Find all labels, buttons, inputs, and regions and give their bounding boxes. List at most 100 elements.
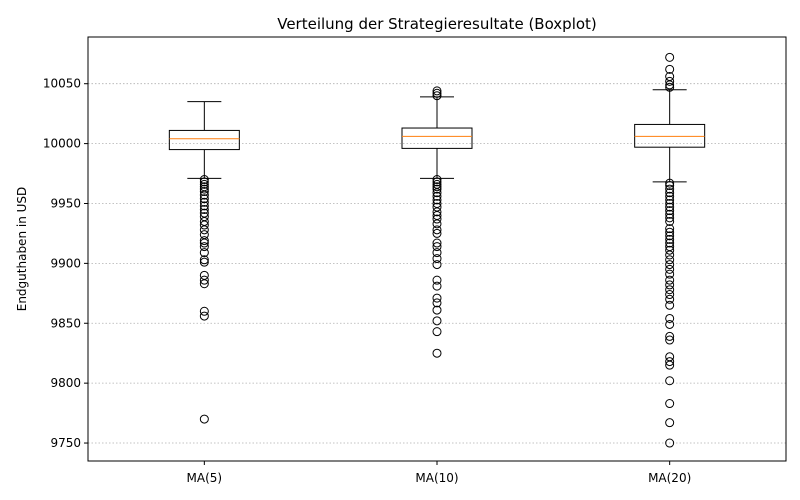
x-tick-label: MA(20) — [648, 471, 691, 485]
y-tick-label: 9850 — [50, 316, 81, 330]
outlier-point — [432, 191, 442, 201]
outlier-point — [432, 298, 442, 308]
outlier-point — [665, 255, 675, 265]
outlier-point — [665, 82, 675, 92]
outlier-point — [665, 275, 675, 285]
outlier-point — [199, 311, 209, 321]
outlier-point — [432, 225, 442, 235]
outlier-point — [665, 178, 675, 188]
outlier-point — [432, 327, 442, 337]
outlier-point — [665, 319, 675, 329]
outlier-point — [199, 175, 209, 185]
outlier-point — [432, 214, 442, 224]
outlier-point — [432, 254, 442, 264]
outlier-point — [199, 194, 209, 204]
outlier-point — [665, 285, 675, 295]
outlier-point — [199, 225, 209, 235]
outlier-point — [199, 179, 209, 189]
outlier-point — [665, 238, 675, 248]
outlier-point — [432, 202, 442, 212]
y-tick-label: 9950 — [50, 196, 81, 210]
outlier-point — [432, 275, 442, 285]
axis-layer: 9750 9800 9850 9900 9950 10000 10050 MA(5) MA(10… — [43, 77, 691, 485]
outlier-point — [199, 414, 209, 424]
outlier-point — [432, 305, 442, 315]
outlier-point — [199, 270, 209, 280]
outlier-point — [665, 331, 675, 341]
outlier-point — [665, 224, 675, 234]
outlier-point — [199, 201, 209, 211]
outlier-point — [665, 300, 675, 310]
outlier-point — [199, 242, 209, 252]
y-tick-label: 10000 — [43, 137, 81, 151]
outlier-point — [665, 269, 675, 279]
outlier-point — [665, 198, 675, 208]
outlier-point — [665, 376, 675, 386]
y-axis-label: Endguthaben in USD — [15, 187, 29, 312]
outlier-point — [199, 257, 209, 267]
outlier-point — [665, 227, 675, 237]
outlier-point — [199, 204, 209, 214]
outlier-point — [432, 281, 442, 291]
outlier-point — [432, 184, 442, 194]
box-group — [168, 101, 240, 424]
outlier-point — [665, 335, 675, 345]
outlier-point — [665, 399, 675, 409]
outlier-point — [665, 231, 675, 241]
outlier-point — [665, 250, 675, 260]
outlier-point — [665, 294, 675, 304]
outlier-point — [665, 234, 675, 244]
outlier-point — [432, 91, 442, 101]
outlier-point — [432, 316, 442, 326]
outlier-point — [432, 242, 442, 252]
outlier-point — [432, 179, 442, 189]
y-tick-label: 10050 — [43, 77, 81, 91]
outlier-point — [665, 313, 675, 323]
x-tick-label: MA(5) — [187, 471, 223, 485]
outlier-point — [665, 209, 675, 219]
outlier-point — [665, 184, 675, 194]
outlier-point — [432, 177, 442, 187]
outlier-point — [665, 290, 675, 300]
outlier-point — [199, 212, 209, 222]
outlier-point — [199, 230, 209, 240]
outlier-point — [199, 248, 209, 258]
outlier-point — [665, 260, 675, 270]
outlier-point — [665, 195, 675, 205]
outlier-point — [665, 188, 675, 198]
outlier-point — [665, 213, 675, 223]
outlier-point — [199, 306, 209, 316]
outlier-point — [199, 236, 209, 246]
outlier-point — [432, 182, 442, 192]
box-group — [634, 52, 706, 448]
outlier-point — [432, 86, 442, 96]
outlier-point — [432, 260, 442, 270]
outlier-point — [665, 418, 675, 428]
y-tick-label: 9800 — [50, 376, 81, 390]
outlier-point — [432, 175, 442, 185]
outlier-point — [665, 181, 675, 191]
outlier-point — [665, 206, 675, 216]
grid-layer — [88, 83, 786, 444]
outlier-point — [432, 219, 442, 229]
chart-title: Verteilung der Strategieresultate (Boxpl… — [277, 15, 597, 33]
outlier-point — [665, 242, 675, 252]
outlier-point — [665, 64, 675, 74]
outlier-point — [199, 187, 209, 197]
outlier-point — [199, 177, 209, 187]
outlier-point — [199, 275, 209, 285]
outlier-point — [665, 264, 675, 274]
outlier-point — [432, 248, 442, 258]
outlier-point — [199, 255, 209, 265]
outlier-point — [432, 238, 442, 248]
outlier-point — [199, 197, 209, 207]
box-layer — [168, 52, 706, 448]
outlier-point — [432, 198, 442, 208]
box-group — [401, 86, 473, 358]
outlier-point — [665, 76, 675, 86]
outlier-point — [665, 216, 675, 226]
outlier-point — [665, 52, 675, 62]
y-tick-label: 9750 — [50, 436, 81, 450]
outlier-point — [665, 245, 675, 255]
outlier-point — [199, 208, 209, 218]
